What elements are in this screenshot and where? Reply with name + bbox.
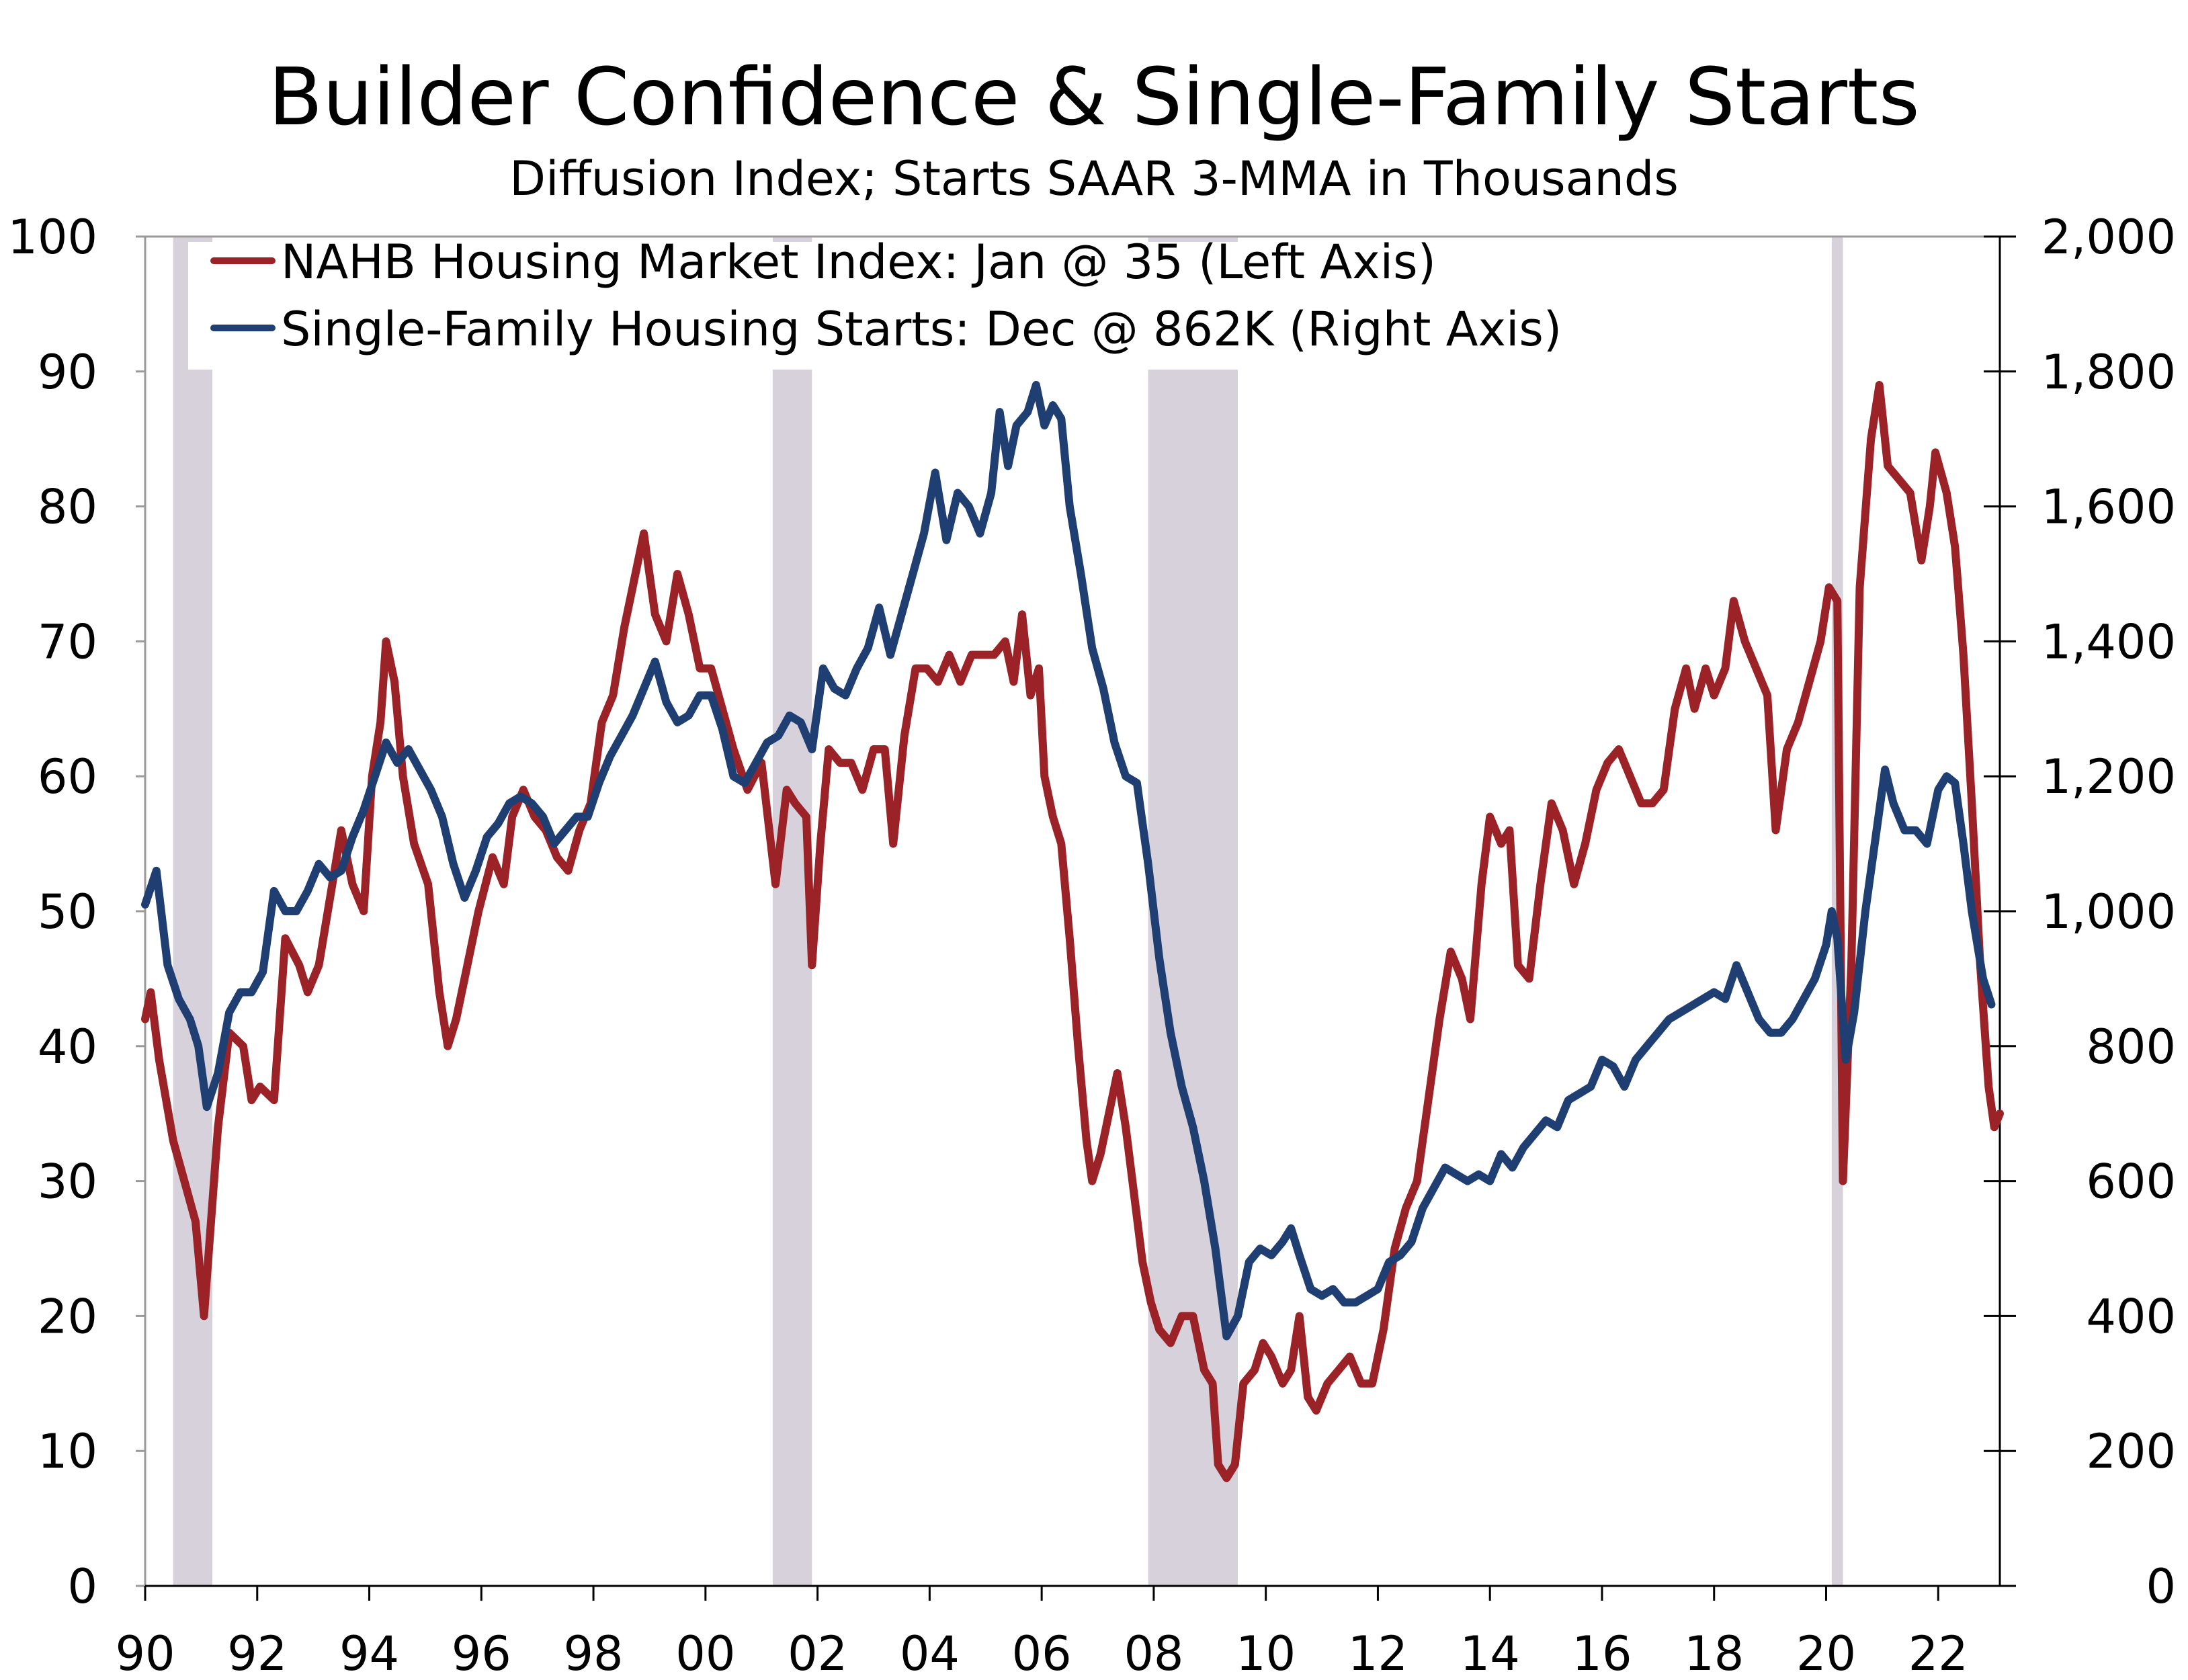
legend-label-nahb: NAHB Housing Market Index: Jan @ 35 (Lef…: [281, 235, 1436, 290]
chart-subtitle: Diffusion Index; Starts SAAR 3-MMA in Th…: [509, 151, 1679, 206]
legend: NAHB Housing Market Index: Jan @ 35 (Lef…: [188, 235, 1646, 370]
axes: 010203040506070809010002004006008001,000…: [7, 210, 2176, 1680]
y-left-tick-label: 30: [38, 1154, 97, 1210]
recession-band-0: [173, 237, 213, 1586]
recession-band-2: [1148, 237, 1238, 1586]
x-tick-label: 16: [1572, 1626, 1632, 1680]
y-right-tick-label: 1,600: [2042, 480, 2176, 535]
x-tick-label: 90: [115, 1626, 175, 1680]
y-right-tick-label: 1,800: [2042, 345, 2176, 400]
y-left-tick-label: 50: [38, 884, 97, 939]
x-tick-label: 96: [452, 1626, 511, 1680]
x-tick-label: 00: [675, 1626, 735, 1680]
x-tick-label: 06: [1012, 1626, 1072, 1680]
y-right-tick-label: 1,200: [2042, 749, 2176, 804]
x-tick-label: 08: [1124, 1626, 1183, 1680]
y-right-tick-label: 600: [2086, 1154, 2176, 1210]
y-left-tick-label: 40: [38, 1019, 97, 1075]
recession-bands: [173, 237, 1843, 1586]
x-tick-label: 22: [1908, 1626, 1968, 1680]
series-lines: [141, 380, 2004, 1482]
y-right-tick-label: 0: [2146, 1559, 2176, 1614]
y-right-tick-label: 800: [2086, 1019, 2176, 1075]
x-tick-label: 98: [564, 1626, 624, 1680]
x-tick-label: 14: [1460, 1626, 1520, 1680]
series-line-starts: [141, 380, 1996, 1341]
y-left-tick-label: 80: [38, 480, 97, 535]
x-tick-label: 18: [1684, 1626, 1744, 1680]
legend-label-starts: Single-Family Housing Starts: Dec @ 862K…: [281, 302, 1562, 357]
x-tick-label: 10: [1236, 1626, 1296, 1680]
legend-background: [188, 242, 1646, 370]
x-tick-label: 94: [339, 1626, 399, 1680]
y-right-tick-label: 2,000: [2042, 210, 2176, 265]
y-right-tick-label: 1,400: [2042, 614, 2176, 669]
y-left-tick-label: 60: [38, 749, 97, 804]
chart-title: Builder Confidence & Single-Family Start…: [268, 50, 1920, 143]
y-left-tick-label: 90: [38, 345, 97, 400]
y-left-tick-label: 0: [67, 1559, 97, 1614]
y-right-tick-label: 400: [2086, 1289, 2176, 1344]
y-right-tick-label: 200: [2086, 1424, 2176, 1479]
series-line-nahb: [141, 380, 2004, 1482]
y-right-tick-label: 1,000: [2042, 884, 2176, 939]
x-tick-label: 02: [788, 1626, 847, 1680]
recession-band-1: [772, 237, 812, 1586]
y-left-tick-label: 10: [38, 1424, 97, 1479]
y-left-tick-label: 20: [38, 1289, 97, 1344]
x-tick-label: 12: [1348, 1626, 1408, 1680]
y-left-tick-label: 100: [7, 210, 97, 265]
x-tick-label: 04: [900, 1626, 960, 1680]
x-tick-label: 20: [1796, 1626, 1856, 1680]
y-left-tick-label: 70: [38, 614, 97, 669]
x-tick-label: 92: [227, 1626, 287, 1680]
